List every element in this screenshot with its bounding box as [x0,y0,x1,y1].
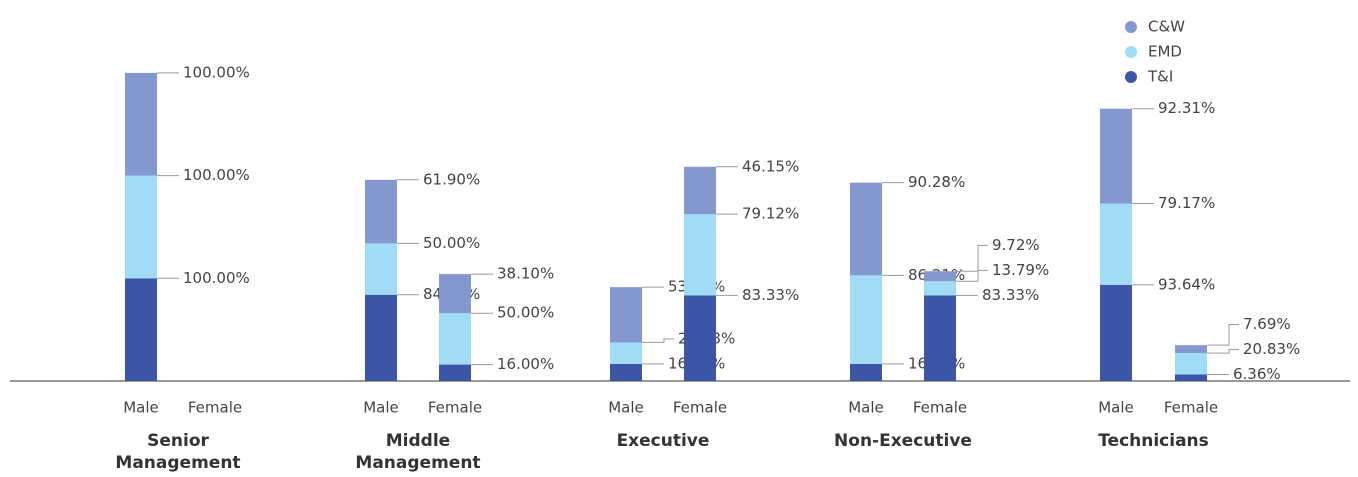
x-tick-label: Male [363,399,399,417]
bar-segment [439,274,471,314]
bar-segment [850,363,882,381]
leader-line [956,269,988,282]
bar-segment [365,179,397,244]
bar-segment [1175,345,1207,354]
bar-segment [924,281,956,296]
value-label: 50.00% [423,234,480,252]
bar-segment [1100,108,1132,204]
value-label: 20.83% [1243,340,1300,358]
x-tick-label: Male [123,399,159,417]
group-label: Senior Management [115,431,241,473]
bar-segment [924,271,956,282]
bar-segment [125,72,157,176]
bar-segment [125,278,157,381]
value-label: 90.28% [908,173,965,191]
x-tick-label: Male [608,399,644,417]
value-label: 79.17% [1158,194,1215,212]
value-label: 38.10% [497,265,554,283]
bar-segment [610,363,642,381]
value-label: 16.00% [497,355,554,373]
legend-marker [1125,71,1137,83]
legend-label: C&W [1148,18,1185,36]
x-tick-label: Female [1164,399,1218,417]
bar-segment [1175,374,1207,381]
x-tick-label: Female [428,399,482,417]
value-label: 61.90% [423,170,480,188]
group-label: Executive [616,431,710,451]
group-label: Technicians [1098,431,1209,451]
bar-segment [1100,203,1132,285]
leader-line [1207,348,1239,354]
bar-segment [125,175,157,279]
x-tick-label: Female [188,399,242,417]
value-label: 13.79% [992,261,1049,279]
leader-line [1207,323,1239,346]
bar-segment [439,313,471,365]
bar-segment [1100,284,1132,381]
legend-label: T&I [1147,68,1173,86]
bar-segment [684,166,716,215]
bar-segment [610,342,642,364]
legend-marker [1125,21,1137,33]
group-label: Non-Executive [834,431,972,451]
x-tick-label: Male [848,399,884,417]
bar-segment [365,243,397,295]
value-label: 100.00% [183,269,250,287]
value-label: 50.00% [497,304,554,322]
bar-segment [610,287,642,343]
bar-segment [684,295,716,381]
bar-segment [1175,353,1207,375]
leader-line [956,244,988,272]
x-tick-label: Female [913,399,967,417]
value-label: 46.15% [742,157,799,175]
value-label: 100.00% [183,166,250,184]
bar-segment [439,364,471,381]
value-label: 9.72% [992,236,1040,254]
x-tick-label: Male [1098,399,1134,417]
value-label: 83.33% [742,286,799,304]
value-label: 100.00% [183,63,250,81]
value-label: 83.33% [982,286,1039,304]
bar-segment [850,182,882,276]
bar-segment [684,214,716,296]
value-label: 93.64% [1158,275,1215,293]
value-label: 92.31% [1158,99,1215,117]
bar-segment [924,295,956,381]
legend-label: EMD [1148,43,1182,61]
leader-line [642,338,674,343]
bar-segment [850,275,882,364]
value-label: 6.36% [1233,365,1281,383]
value-label: 7.69% [1243,315,1291,333]
x-tick-label: Female [673,399,727,417]
legend-marker [1125,46,1137,58]
bar-segment [365,294,397,381]
value-label: 79.12% [742,205,799,223]
group-label: Middle Management [355,431,481,473]
